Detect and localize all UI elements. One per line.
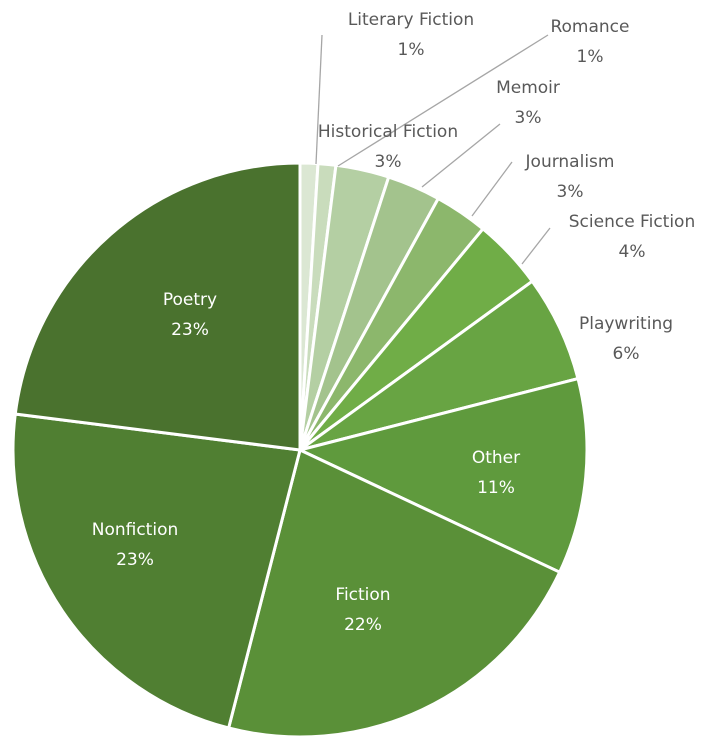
slice-value-label: 1% bbox=[577, 47, 604, 67]
slice-label: Romance bbox=[550, 17, 629, 37]
leader-line bbox=[521, 227, 551, 265]
slice-value-label: 6% bbox=[613, 344, 640, 364]
pie-slice bbox=[13, 161, 302, 452]
pie-slice bbox=[295, 376, 589, 575]
slice-value-label: 3% bbox=[557, 182, 584, 202]
leader-line bbox=[337, 34, 549, 167]
leader-line bbox=[315, 34, 323, 165]
slice-label: Other bbox=[472, 448, 520, 468]
slice-label: Poetry bbox=[163, 290, 217, 310]
slice-label: Literary Fiction bbox=[348, 10, 474, 30]
slice-label: Fiction bbox=[335, 585, 390, 605]
pie-slice bbox=[226, 447, 562, 738]
slice-value-label: 23% bbox=[116, 550, 154, 570]
slice-value-label: 3% bbox=[375, 152, 402, 172]
slice-label: Journalism bbox=[525, 152, 615, 172]
slice-label: Nonfiction bbox=[92, 520, 179, 540]
slice-value-label: 22% bbox=[344, 615, 382, 635]
pie-slice bbox=[11, 412, 302, 730]
slice-value-label: 1% bbox=[398, 40, 425, 60]
slice-label: Science Fiction bbox=[569, 212, 695, 232]
slice-label: Historical Fiction bbox=[318, 122, 458, 142]
slice-value-label: 3% bbox=[515, 108, 542, 128]
slice-value-label: 4% bbox=[619, 242, 646, 262]
leader-line bbox=[421, 123, 501, 188]
slice-value-label: 23% bbox=[171, 320, 209, 340]
slice-label: Playwriting bbox=[579, 314, 673, 334]
slice-label: Memoir bbox=[496, 78, 560, 98]
slice-value-label: 11% bbox=[477, 478, 515, 498]
leader-line bbox=[471, 161, 513, 217]
